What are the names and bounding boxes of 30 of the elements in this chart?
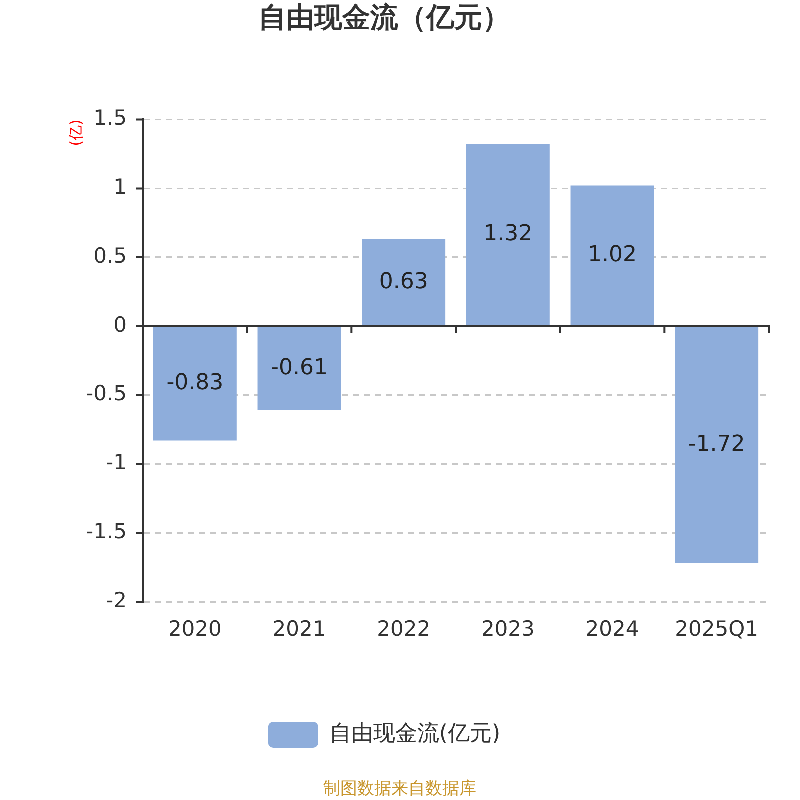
y-tick-label: -0.5 — [86, 382, 127, 406]
y-tick-label: -2 — [106, 588, 127, 612]
data-label: 1.02 — [588, 242, 637, 268]
y-tick-label: -1.5 — [86, 520, 127, 544]
x-tick-label: 2022 — [377, 617, 431, 642]
x-tick-label: 2023 — [481, 617, 535, 642]
bar — [675, 327, 759, 564]
y-tick-label: -1 — [106, 450, 127, 475]
text: 制图数据来自数据库 — [322, 778, 478, 800]
bar — [362, 240, 446, 326]
x-tick-label: 2020 — [168, 617, 222, 642]
x-tick-label: 2024 — [586, 617, 640, 642]
y-tick-label: 0.5 — [94, 244, 127, 268]
y-tick-label: 1 — [114, 174, 127, 199]
data-label: 1.32 — [484, 222, 533, 247]
data-label: -1.72 — [688, 432, 746, 457]
bar — [153, 327, 237, 441]
data-label: -0.61 — [271, 355, 328, 380]
bar — [466, 144, 550, 326]
y-tick-label: 0 — [114, 312, 127, 337]
legend-label: 自由现金流(亿元) — [329, 722, 501, 747]
data-label: -0.83 — [166, 370, 224, 396]
bar — [258, 327, 342, 410]
y-tick-label: 1.5 — [94, 106, 127, 130]
y-axis-title: (亿) — [66, 120, 85, 146]
x-tick-label: 2021 — [272, 617, 326, 642]
chart-title: 自由现金流（亿元） — [258, 1, 510, 34]
data-label: 0.63 — [379, 269, 428, 294]
bar — [570, 186, 654, 326]
x-tick-label: 2025Q1 — [675, 617, 759, 642]
